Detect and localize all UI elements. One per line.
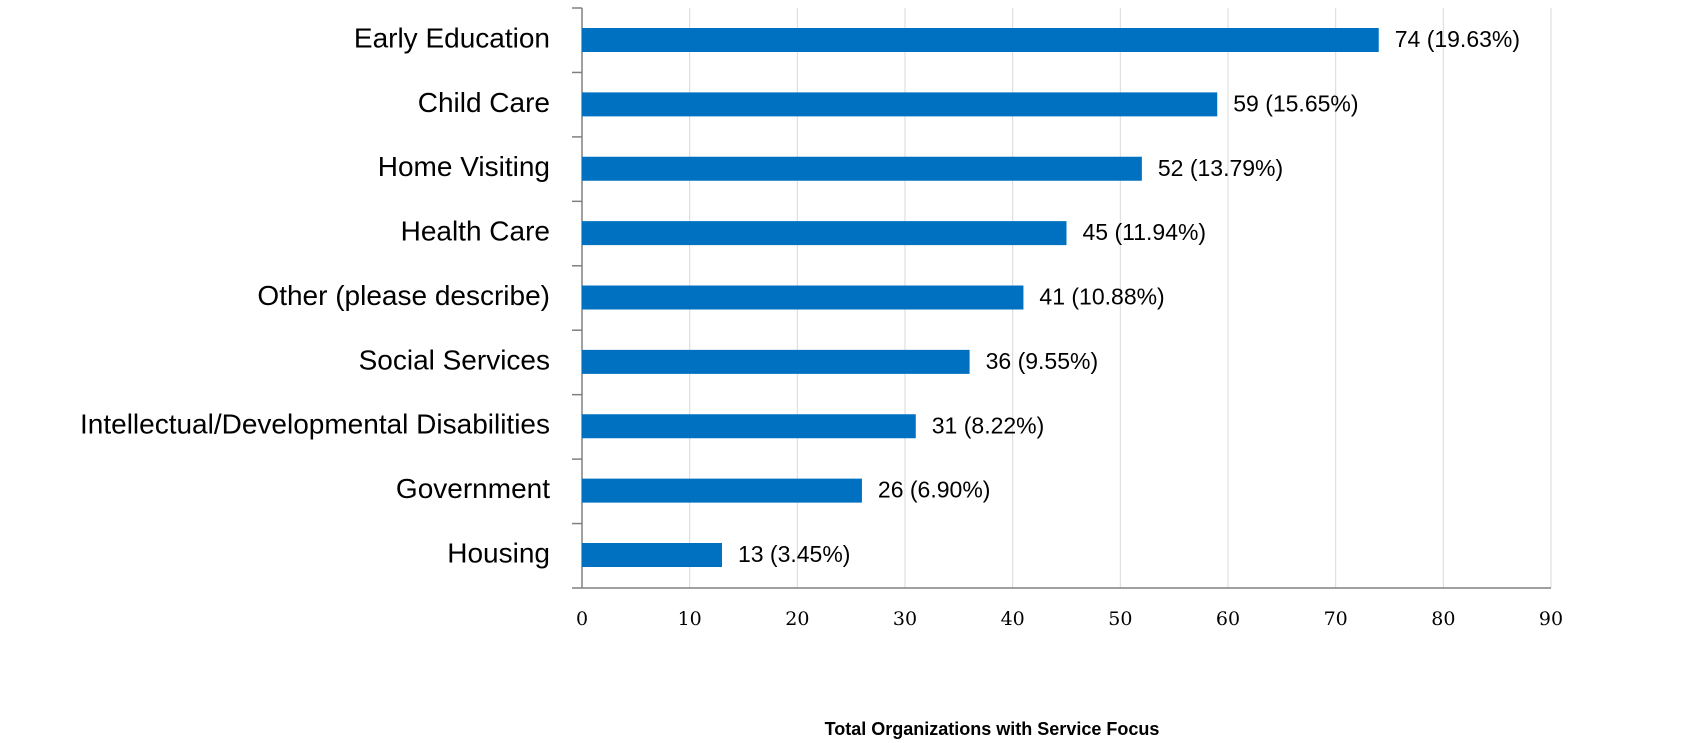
y-tick-label: Social Services xyxy=(359,344,550,375)
value-label: 45 (11.94%) xyxy=(1083,219,1207,245)
value-label: 59 (15.65%) xyxy=(1233,90,1358,116)
value-label: 36 (9.55%) xyxy=(986,348,1099,374)
x-tick-label: 0 xyxy=(576,608,588,630)
x-tick-label: 70 xyxy=(1324,608,1348,630)
x-tick-label: 80 xyxy=(1431,608,1455,630)
bar xyxy=(582,156,1142,181)
x-axis-title: Total Organizations with Service Focus xyxy=(825,719,1160,739)
bar xyxy=(582,478,862,503)
y-tick-label: Housing xyxy=(447,537,550,568)
y-tick-label: Home Visiting xyxy=(378,151,550,182)
y-tick-label: Early Education xyxy=(354,22,550,53)
value-label: 13 (3.45%) xyxy=(738,541,851,567)
value-label: 26 (6.90%) xyxy=(878,477,991,503)
x-tick-label: 60 xyxy=(1216,608,1240,630)
x-tick-label: 10 xyxy=(678,608,702,630)
bar xyxy=(582,28,1379,52)
bar xyxy=(582,221,1067,246)
x-tick-label: 50 xyxy=(1108,608,1132,630)
bar xyxy=(582,92,1218,117)
bar xyxy=(582,543,722,567)
x-tick-label: 90 xyxy=(1539,608,1563,630)
value-label: 31 (8.22%) xyxy=(932,412,1045,438)
y-tick-label: Health Care xyxy=(401,216,550,247)
x-tick-label: 40 xyxy=(1001,608,1025,630)
x-tick-label: 30 xyxy=(893,608,917,630)
value-label: 41 (10.88%) xyxy=(1039,284,1164,310)
y-tick-label: Government xyxy=(396,473,550,504)
y-tick-label: Intellectual/Developmental Disabilities xyxy=(80,409,550,440)
x-tick-label: 20 xyxy=(785,608,809,630)
y-tick-label: Child Care xyxy=(418,87,550,118)
bar xyxy=(582,349,970,374)
bar xyxy=(582,414,916,439)
value-label: 52 (13.79%) xyxy=(1158,155,1283,181)
bar xyxy=(582,285,1024,310)
value-label: 74 (19.63%) xyxy=(1395,26,1520,52)
y-tick-label: Other (please describe) xyxy=(257,280,550,311)
